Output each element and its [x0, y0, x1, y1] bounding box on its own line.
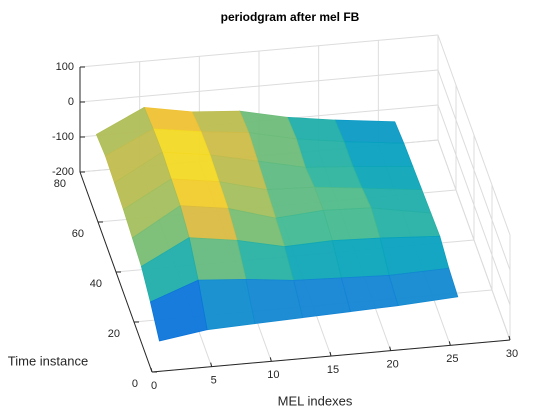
x-axis-label: MEL indexes — [278, 393, 353, 408]
surface-patch — [191, 110, 250, 134]
grid-line — [437, 104, 511, 306]
surface-patch — [295, 138, 354, 168]
x-tick-label: 10 — [267, 369, 279, 381]
y-tick-label: 80 — [54, 178, 66, 190]
y-tick-label: 20 — [108, 328, 120, 340]
x-tick — [269, 357, 272, 362]
grid-line — [79, 34, 439, 68]
surface-patch — [245, 278, 304, 325]
grid-line — [437, 139, 511, 341]
surface-patch — [352, 166, 423, 191]
surface-patch — [343, 141, 414, 168]
surface-patch — [322, 207, 381, 242]
grid-line — [437, 34, 511, 236]
x-tick-label: 30 — [506, 348, 518, 360]
surface-patch — [388, 267, 459, 307]
surface-patch — [197, 278, 256, 331]
surface-patch — [313, 186, 372, 211]
x-tick-label: 20 — [387, 359, 399, 371]
surface-patch — [340, 274, 399, 313]
surface-patch — [334, 119, 405, 144]
surface-patch — [284, 240, 342, 281]
grid-line — [79, 69, 439, 103]
surface-patch — [293, 277, 351, 319]
x-tick — [210, 362, 213, 367]
y-axis-label: Time instance — [8, 353, 88, 368]
y-tick-label: 40 — [90, 278, 102, 290]
surface-patch — [188, 237, 247, 281]
x-tick-label: 25 — [446, 353, 458, 365]
x-tick — [508, 335, 511, 341]
y-tick-label: 0 — [132, 378, 138, 390]
surface-patch — [304, 166, 363, 189]
z-tick-label: -100 — [52, 131, 74, 143]
x-tick-label: 0 — [151, 380, 157, 392]
z-tick-label: -200 — [52, 166, 74, 178]
z-tick-label: 100 — [56, 61, 74, 73]
chart-title: periodgram after mel FB — [221, 10, 360, 24]
x-tick — [150, 367, 153, 373]
x-tick — [389, 346, 392, 351]
surface-patch — [331, 237, 390, 279]
z-tick-label: 0 — [68, 96, 74, 108]
x-tick — [448, 341, 451, 346]
surface-patch — [149, 279, 208, 342]
x-tick-label: 5 — [211, 375, 217, 387]
x-tick — [329, 351, 332, 357]
y-tick-label: 60 — [72, 228, 84, 240]
x-tick-label: 15 — [327, 364, 339, 376]
grid-line — [437, 69, 511, 271]
